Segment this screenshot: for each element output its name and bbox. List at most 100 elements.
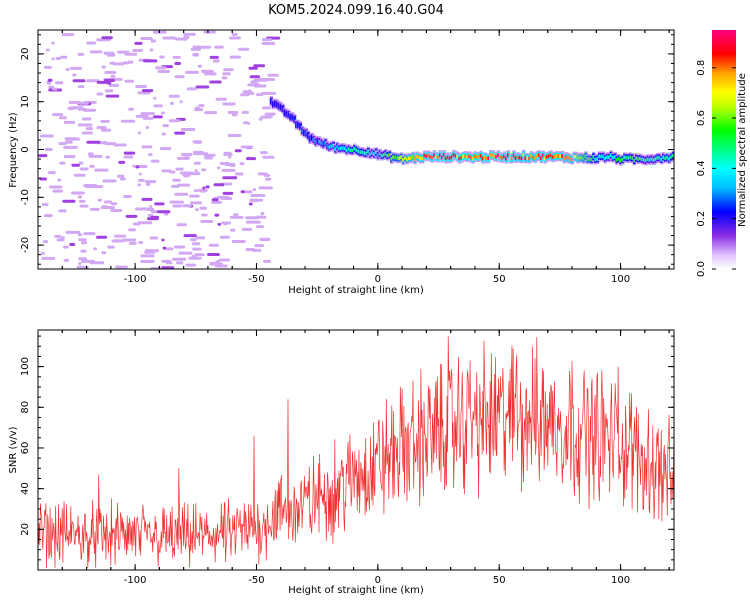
y-tick-label: 100 [20,357,31,376]
noise-blob [214,264,228,268]
noise-blob [200,219,214,223]
ridge-core [421,156,425,161]
noise-blob [82,117,92,121]
noise-blob [51,41,55,45]
noise-blob [78,161,84,165]
noise-blob [239,162,245,166]
noise-blob [169,170,176,174]
ridge-core [287,112,291,117]
noise-blob [153,104,163,108]
spectrogram-y-ticks: -20 -10 0 10 20 [20,30,674,269]
noise-blob [105,94,120,98]
ridge-core [283,110,287,115]
noise-blob [80,249,87,253]
x-tick-label: -100 [124,274,147,285]
ridge-core [415,154,419,159]
ridge-core [495,155,498,159]
ridge-core [557,154,561,159]
noise-blob [78,257,87,261]
noise-blob [199,45,212,49]
noise-blob [194,169,198,173]
ridge-core [472,156,475,161]
noise-blob [218,258,230,262]
noise-blob [161,132,166,136]
noise-blob [159,55,165,59]
noise-blob [123,151,136,155]
ridge-core [365,151,368,156]
noise-blob [134,41,143,45]
ridge-core [481,156,485,161]
ridge-core [637,157,640,161]
ridge-core [336,144,339,149]
ridge-core [539,156,543,160]
noise-blob [96,92,104,96]
noise-blob [65,230,81,234]
ridge-core [429,155,432,159]
noise-blob [110,202,118,206]
ridge-core [380,153,384,158]
noise-blob [180,127,196,131]
noise-blob [78,261,82,265]
noise-blob [93,247,98,251]
noise-blob [182,37,188,41]
ridge-core [559,154,562,159]
noise-blob [162,36,176,40]
x-tick-label: 0 [375,274,381,285]
noise-blob [252,188,257,192]
ridge-core [270,99,273,103]
ridge-core [357,149,361,153]
noise-blob [48,85,54,89]
ridge-core [631,156,634,160]
noise-blob [206,253,220,257]
noise-blob [117,265,128,269]
noise-blob [85,127,94,131]
noise-blob [175,261,184,265]
noise-blob [60,236,65,240]
ridge-core [654,157,658,161]
noise-blob [38,154,48,158]
noise-blob [137,221,153,225]
noise-blob [201,70,214,74]
ridge-core [295,122,298,127]
ridge-core [609,153,613,158]
ridge-core [304,131,308,135]
noise-blob [117,174,125,178]
ridge-core [572,154,576,159]
ridge-core [427,153,430,158]
noise-blob [52,113,64,117]
ridge-core [442,153,446,157]
noise-blob [192,52,199,56]
noise-blob [263,259,271,263]
noise-blob [202,186,206,190]
noise-blob [222,72,231,76]
ridge-core [613,155,617,159]
noise-blob [140,254,155,258]
noise-blob [128,228,136,232]
noise-blob [201,213,208,217]
ridge-core [271,102,275,107]
noise-blob [240,93,250,97]
noise-blob [40,251,45,255]
ridge-core [582,156,586,161]
ridge-core [633,158,636,163]
noise-blob [160,111,165,115]
ridge-core [623,155,627,160]
ridge-core [345,148,349,153]
noise-blob [104,70,117,74]
noise-blob [223,151,232,155]
x-tick-label: -50 [248,274,264,285]
noise-blob [205,185,210,189]
ridge-core [658,155,662,160]
ridge-core [355,148,359,152]
noise-blob [82,108,97,112]
noise-blob [100,128,112,132]
ridge-core [543,156,547,161]
noise-blob [100,119,110,123]
noise-blob [251,248,262,252]
noise-blob [86,79,100,83]
noise-blob [72,73,77,77]
noise-blob [255,215,267,219]
noise-blob [77,195,83,199]
noise-blob [89,207,100,211]
